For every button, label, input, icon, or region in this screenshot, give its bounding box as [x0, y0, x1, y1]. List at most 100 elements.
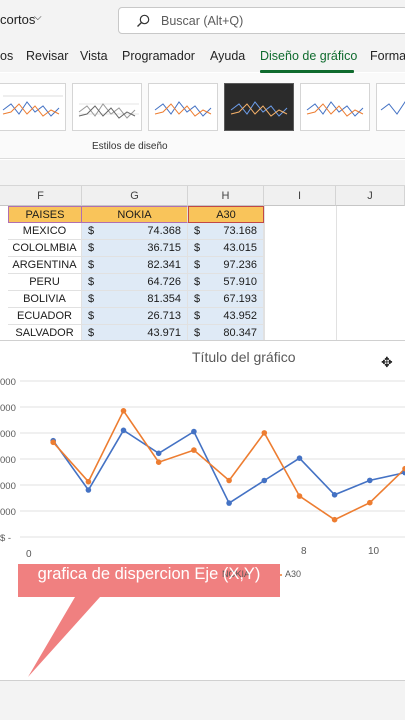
tab-programador[interactable]: Programador: [122, 49, 195, 63]
data-point-a30: [331, 516, 338, 523]
tab-formato[interactable]: Forma: [370, 49, 405, 63]
callout-shape: [18, 564, 280, 677]
currency-symbol: $: [88, 293, 95, 305]
formula-bar-area: [0, 160, 405, 186]
currency-symbol: $: [194, 225, 201, 237]
header-cell-paises[interactable]: PAISES: [8, 206, 82, 223]
chart-style-thumbnail[interactable]: [148, 83, 218, 131]
ribbon-body: Estilos de diseño: [0, 73, 405, 159]
data-point-nokia: [331, 492, 338, 498]
nokia-cell[interactable]: $64.726: [82, 274, 188, 291]
chart-style-thumbnail[interactable]: [72, 83, 142, 131]
nokia-cell[interactable]: $74.368: [82, 223, 188, 240]
data-point-nokia: [367, 477, 373, 484]
nokia-cell[interactable]: $26.713: [82, 308, 188, 325]
column-header-f[interactable]: F: [0, 186, 82, 206]
tab-ayuda[interactable]: Ayuda: [210, 49, 246, 63]
search-input[interactable]: Buscar (Alt+Q): [161, 14, 244, 28]
currency-symbol: $: [194, 242, 201, 254]
country-cell[interactable]: BOLIVIA: [8, 291, 82, 308]
chart-style-thumbnail[interactable]: [376, 83, 405, 131]
grid-line: [264, 206, 265, 346]
nokia-cell[interactable]: $81.354: [82, 291, 188, 308]
currency-symbol: $: [88, 259, 95, 271]
data-point-a30: [120, 408, 127, 414]
a30-cell[interactable]: $97.236: [188, 257, 264, 274]
chart-title[interactable]: Título del gráfico: [192, 349, 296, 365]
data-point-a30: [191, 447, 197, 453]
currency-symbol: $: [194, 276, 201, 288]
tab-vista[interactable]: Vista: [80, 49, 108, 63]
column-header-j[interactable]: J: [336, 186, 405, 206]
chart-style-thumbnail[interactable]: [0, 83, 66, 131]
country-cell[interactable]: MEXICO: [8, 223, 82, 240]
country-cell[interactable]: PERU: [8, 274, 82, 291]
column-header-g[interactable]: G: [82, 186, 188, 206]
currency-symbol: $: [88, 242, 95, 254]
nokia-cell[interactable]: $36.715: [82, 240, 188, 257]
header-cell-a30[interactable]: A30: [188, 206, 264, 223]
data-point-nokia: [226, 500, 232, 506]
column-header-h[interactable]: H: [188, 186, 264, 206]
data-point-a30: [296, 493, 303, 499]
data-point-a30: [85, 478, 92, 485]
data-point-a30: [155, 459, 162, 465]
country-cell[interactable]: ECUADOR: [8, 308, 82, 325]
a30-value: 67.193: [223, 293, 257, 305]
column-header-i[interactable]: I: [264, 186, 336, 206]
nokia-cell[interactable]: $82.341: [82, 257, 188, 274]
nokia-value: 74.368: [147, 225, 181, 237]
grid-line: [336, 206, 337, 346]
currency-symbol: $: [194, 310, 201, 322]
country-cell[interactable]: COLOLMBIA: [8, 240, 82, 257]
tab-revisar[interactable]: Revisar: [26, 49, 69, 63]
a30-value: 73.168: [223, 225, 257, 237]
a30-value: 97.236: [223, 259, 257, 271]
a30-cell[interactable]: $43.952: [188, 308, 264, 325]
y-tick-label: 000: [0, 377, 16, 388]
data-point-nokia: [155, 450, 162, 457]
scatter-chart[interactable]: Título del gráfico ✥ 000 000 000 000 000…: [0, 340, 405, 680]
tab-formulas[interactable]: os: [0, 49, 14, 63]
data-point-nokia: [261, 477, 268, 484]
data-point-a30: [50, 439, 56, 446]
data-point-nokia: [85, 487, 92, 493]
a30-value: 43.015: [223, 242, 257, 254]
header-cell-nokia[interactable]: NOKIA: [82, 206, 188, 223]
a30-cell[interactable]: $43.015: [188, 240, 264, 257]
chart-style-thumbnail[interactable]: [300, 83, 370, 131]
currency-symbol: $: [194, 293, 201, 305]
file-name[interactable]: cortos: [0, 12, 36, 27]
tab-diseno-de-grafico[interactable]: Diseño de gráfico: [260, 49, 358, 63]
a30-cell[interactable]: $73.168: [188, 223, 264, 240]
country-cell[interactable]: ARGENTINA: [8, 257, 82, 274]
callout-text[interactable]: grafica de dispercion Eje (X,Y): [37, 565, 261, 583]
nokia-value: 26.713: [147, 310, 181, 322]
x-tick-label: 8: [301, 546, 307, 557]
a30-value: 80.347: [223, 327, 257, 339]
legend-label-a30[interactable]: A30: [285, 569, 302, 579]
nokia-value: 64.726: [147, 276, 181, 288]
search-box[interactable]: Buscar (Alt+Q): [118, 7, 405, 34]
search-icon: [137, 14, 150, 27]
nokia-cell[interactable]: $43.971: [82, 325, 188, 342]
chart-style-thumbnail[interactable]: [224, 83, 294, 131]
a30-cell[interactable]: $67.193: [188, 291, 264, 308]
currency-symbol: $: [88, 225, 95, 237]
a30-value: 43.952: [223, 310, 257, 322]
x-tick-label: 10: [368, 546, 380, 557]
worksheet-grid[interactable]: PAISES NOKIA A30 MEXICO $74.368 $73.168 …: [0, 206, 405, 346]
legend-label-nokia[interactable]: NOKIA: [222, 569, 251, 579]
chevron-down-icon[interactable]: ⌵: [34, 12, 42, 23]
ribbon-tabs: os Revisar Vista Programador Ayuda Diseñ…: [0, 40, 405, 72]
y-tick-label: $ -: [0, 533, 12, 544]
chart-plot-svg: [18, 380, 405, 677]
nokia-value: 82.341: [147, 259, 181, 271]
move-icon[interactable]: ✥: [381, 354, 393, 370]
data-point-nokia: [191, 428, 197, 435]
currency-symbol: $: [88, 310, 95, 322]
data-point-nokia: [120, 427, 127, 434]
a30-cell[interactable]: $57.910: [188, 274, 264, 291]
y-tick-label: 000: [0, 481, 16, 492]
